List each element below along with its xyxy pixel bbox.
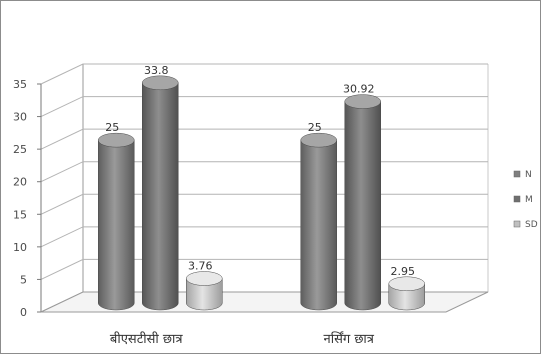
category-label: नर्सिंग छात्र — [324, 331, 375, 347]
legend-item-n: N — [513, 170, 532, 180]
legend-swatch — [513, 195, 521, 203]
data-label: 33.8 — [144, 64, 169, 77]
legend-label: SD — [525, 220, 538, 230]
data-label: 25 — [105, 121, 119, 134]
y-tick-label: 0 — [20, 306, 27, 319]
bar-n-1 — [300, 132, 337, 311]
legend-item-m: M — [513, 195, 533, 205]
bar-sd-0 — [186, 271, 223, 311]
data-label: 25 — [308, 121, 322, 134]
gridline-35 — [40, 63, 488, 85]
gridline-30 — [40, 96, 488, 118]
y-tick-label: 10 — [13, 241, 27, 254]
legend-swatch — [513, 170, 521, 178]
y-tick-label: 20 — [13, 176, 27, 189]
category-label: बीएसटीसी छात्र — [110, 331, 183, 347]
y-axis: 0 5 10 15 20 25 30 35 — [13, 78, 42, 319]
data-label: 30.92 — [343, 83, 375, 96]
bar-n-0 — [98, 132, 135, 311]
bar-m-1 — [344, 94, 381, 311]
legend: N M SD — [513, 170, 538, 230]
data-labels: 25 33.8 3.76 25 30.92 2.95 — [105, 64, 415, 278]
y-tick-label: 30 — [13, 111, 27, 124]
legend-item-sd: SD — [513, 220, 538, 230]
y-tick-label: 15 — [13, 208, 27, 221]
bar-m-0 — [142, 75, 179, 311]
bars — [98, 75, 425, 311]
data-label: 3.76 — [188, 260, 213, 273]
y-tick-label: 5 — [20, 273, 27, 286]
bar-sd-1 — [388, 276, 425, 311]
data-label: 2.95 — [391, 265, 416, 278]
legend-swatch — [513, 220, 521, 228]
x-axis: बीएसटीसी छात्र नर्सिंग छात्र — [110, 331, 375, 347]
legend-label: M — [525, 195, 533, 205]
legend-label: N — [525, 170, 532, 180]
y-tick-label: 25 — [13, 143, 27, 156]
y-tick-label: 35 — [13, 78, 27, 91]
